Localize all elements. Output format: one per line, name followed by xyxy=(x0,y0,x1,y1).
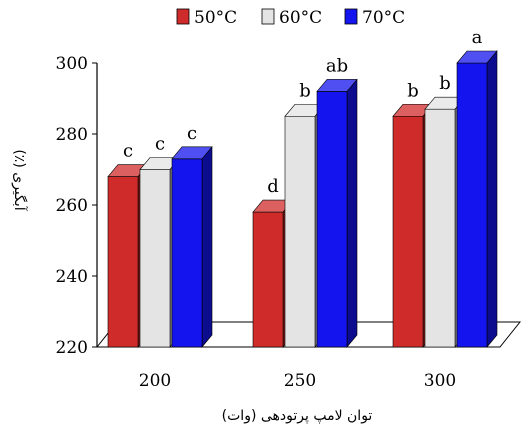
y-tick-label: 300 xyxy=(56,54,88,74)
bar-side xyxy=(346,78,358,348)
significance-letter: b xyxy=(407,80,419,101)
bar-front xyxy=(392,115,424,348)
legend-label: 50°C xyxy=(194,8,237,28)
significance-letter: c xyxy=(155,134,165,155)
bar-front xyxy=(252,211,284,348)
legend-label: 70°C xyxy=(362,8,405,28)
bar-top xyxy=(456,50,498,64)
bar-front xyxy=(171,158,203,348)
bar-front xyxy=(107,176,139,348)
legend-swatch xyxy=(176,8,190,25)
x-axis-title: توان لامپ پرتودهی (وات) xyxy=(222,408,373,424)
significance-letter: b xyxy=(299,80,311,101)
legend-item: 70°C xyxy=(344,8,405,28)
significance-letter: c xyxy=(187,123,197,144)
bar xyxy=(456,50,498,348)
bar-front xyxy=(316,91,348,348)
legend-swatch xyxy=(344,8,358,25)
x-tick-label: 200 xyxy=(139,371,171,391)
significance-letter: a xyxy=(472,27,483,48)
legend: 50°C 60°C 70°C xyxy=(176,8,405,28)
x-tick-label: 300 xyxy=(424,371,456,391)
bar-top xyxy=(171,146,213,160)
bar-front xyxy=(139,169,171,348)
significance-letter: c xyxy=(123,141,133,162)
bar xyxy=(139,156,181,348)
x-axis: 200 250 300 xyxy=(139,371,456,391)
significance-letter: ab xyxy=(326,55,348,76)
bar-side xyxy=(201,146,213,348)
y-axis-title: آبگیری (٪) xyxy=(11,149,28,211)
y-tick-label: 240 xyxy=(56,267,88,287)
significance-letter: b xyxy=(439,73,451,94)
y-tick-label: 220 xyxy=(56,338,88,358)
legend-label: 60°C xyxy=(279,8,322,28)
bar xyxy=(316,78,358,348)
legend-item: 60°C xyxy=(261,8,322,28)
y-axis: 220 240 260 280 300 xyxy=(56,54,98,358)
bar-front xyxy=(456,62,488,348)
significance-letter: d xyxy=(267,176,279,197)
x-tick-label: 250 xyxy=(284,371,316,391)
y-tick-label: 260 xyxy=(56,196,88,216)
legend-swatch xyxy=(261,8,275,25)
legend-item: 50°C xyxy=(176,8,237,28)
bar-front xyxy=(284,115,316,348)
bars xyxy=(107,50,498,348)
bar-top xyxy=(316,79,358,92)
y-tick-label: 280 xyxy=(56,125,88,145)
bar xyxy=(171,146,213,348)
bar-front xyxy=(424,108,456,348)
bar-side xyxy=(486,50,498,348)
